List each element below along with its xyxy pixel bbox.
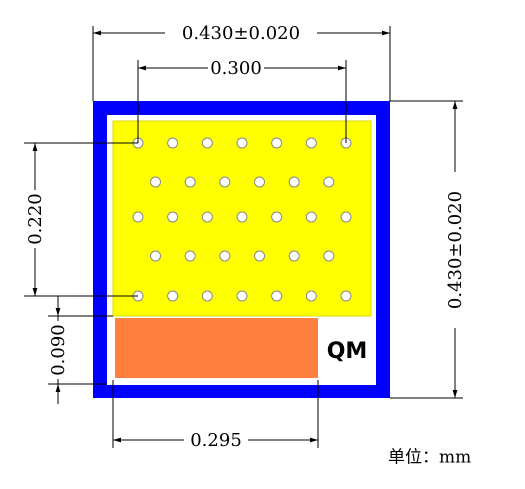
- led-dot: [323, 176, 335, 188]
- led-dot: [305, 290, 317, 302]
- unit-note: 单位：mm: [388, 448, 471, 468]
- led-dot: [271, 211, 283, 223]
- dim-top: 0.430±0.020: [92, 22, 391, 101]
- led-dot: [254, 176, 266, 188]
- led-dot: [305, 211, 317, 223]
- led-dot: [150, 176, 161, 188]
- dim-label: 0.300: [210, 58, 262, 79]
- dim-pitch-y: 0.220: [24, 142, 138, 297]
- pad: [115, 318, 318, 378]
- led-dot: [236, 211, 248, 223]
- led-dot: [340, 290, 352, 302]
- dim-label: 0.090: [48, 324, 69, 376]
- led-dot: [167, 290, 179, 302]
- led-dot: [132, 211, 144, 223]
- led-dot: [236, 137, 248, 149]
- dim-label: 0.430±0.020: [445, 191, 466, 309]
- dim-label: 0.220: [25, 193, 46, 245]
- led-dot: [288, 176, 300, 188]
- dim-pad-height: 0.090: [47, 296, 113, 404]
- led-dot: [236, 290, 248, 302]
- logo: QM: [327, 339, 368, 364]
- led-dot: [305, 137, 317, 149]
- led-dot: [184, 176, 196, 188]
- dim-label: 0.430±0.020: [182, 23, 300, 44]
- led-dot: [150, 250, 161, 262]
- led-dot: [219, 176, 231, 188]
- led-dot: [167, 137, 179, 149]
- led-dot: [167, 211, 179, 223]
- led-dots: [132, 137, 352, 302]
- led-dot: [184, 250, 196, 262]
- led-dot: [288, 250, 300, 262]
- led-dot: [201, 137, 213, 149]
- led-dot: [201, 211, 213, 223]
- dim-right: 0.430±0.020: [390, 100, 466, 399]
- led-dot: [271, 290, 283, 302]
- led-dot: [201, 290, 213, 302]
- led-dot: [323, 250, 335, 262]
- dim-pad-width: 0.295: [112, 380, 319, 451]
- dim-pitch-x: 0.300: [137, 57, 347, 143]
- led-dot: [254, 250, 266, 262]
- dim-label: 0.295: [190, 430, 242, 451]
- led-dot: [219, 250, 231, 262]
- led-dot: [271, 137, 283, 149]
- led-dot: [340, 211, 352, 223]
